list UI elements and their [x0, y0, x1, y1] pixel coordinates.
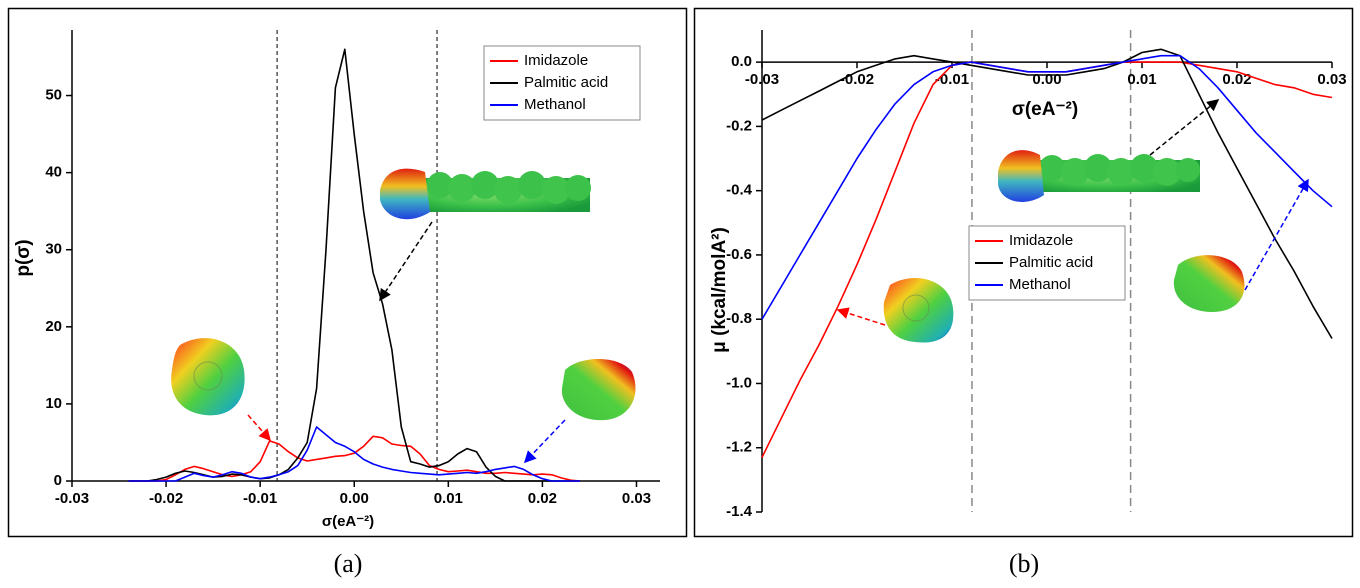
arrow — [1150, 100, 1218, 155]
x-tick-label: 0.02 — [1222, 71, 1251, 88]
arrow — [838, 310, 885, 325]
palmitic-acid-molecule — [998, 150, 1200, 202]
x-tick-label: -0.03 — [55, 490, 89, 507]
x-axis-label: σ(eA⁻²) — [1012, 99, 1078, 120]
palmitic-acid-molecule — [380, 169, 591, 220]
x-tick-label: -0.03 — [745, 71, 779, 88]
y-tick-label: -0.8 — [726, 310, 752, 327]
plots: 0 10 20 30 40 50 -0.03 -0.02 -0.01 0.00 0.01 0.02 0.… — [13, 30, 1347, 530]
imidazole-molecule — [884, 278, 954, 342]
y-tick-label: -0.4 — [726, 182, 753, 199]
y-tick-label: 50 — [45, 86, 62, 103]
x-tick-label: 0.00 — [340, 490, 369, 507]
x-tick-label: -0.02 — [149, 490, 183, 507]
x-tick-label: -0.01 — [243, 490, 277, 507]
x-tick-label: 0.03 — [1317, 71, 1346, 88]
x-tick-label: 0.03 — [622, 490, 651, 507]
legend: Imidazole Palmitic acid Methanol — [484, 46, 640, 120]
arrow — [380, 222, 432, 300]
caption: (a) — [334, 549, 363, 578]
legend-label: Methanol — [1009, 276, 1071, 293]
legend: Imidazole Palmitic acid Methanol — [969, 226, 1125, 300]
y-axis-label: p(σ) — [13, 239, 34, 276]
methanol-molecule — [562, 359, 636, 420]
x-tick-label: -0.01 — [935, 71, 969, 88]
y-tick-label: -0.2 — [726, 117, 752, 134]
x-tick-label: 0.01 — [1127, 71, 1156, 88]
y-tick-label: 10 — [45, 395, 62, 412]
y-tick-label: 30 — [45, 241, 62, 258]
y-tick-label: -1.2 — [726, 439, 752, 456]
legend-label: Imidazole — [1009, 232, 1073, 249]
x-tick-label: 0.00 — [1032, 71, 1061, 88]
x-tick-label: 0.01 — [434, 490, 463, 507]
legend-label: Palmitic acid — [1009, 254, 1093, 271]
annotation-arrows — [248, 100, 1308, 462]
figure: 0 10 20 30 40 50 -0.03 -0.02 -0.01 0.00 0.01 0.02 0.… — [0, 0, 1360, 588]
arrow — [1245, 180, 1308, 290]
y-tick-label: 0.0 — [731, 53, 752, 70]
y-tick-label: 40 — [45, 164, 62, 181]
x-tick-label: -0.02 — [840, 71, 874, 88]
y-tick-label: -0.6 — [726, 246, 752, 263]
caption: (b) — [1009, 549, 1039, 578]
arrow — [525, 420, 565, 462]
arrow — [248, 415, 270, 440]
y-tick-label: 20 — [45, 318, 62, 335]
x-tick-label: 0.02 — [528, 490, 557, 507]
y-axis-label: μ (kcal/molA²) — [709, 227, 730, 353]
legend-label: Imidazole — [524, 52, 588, 69]
x-axis-label: σ(eA⁻²) — [322, 513, 374, 530]
y-tick-label: 0 — [54, 472, 62, 489]
methanol-molecule — [1174, 255, 1245, 312]
y-tick-label: -1.0 — [726, 374, 752, 391]
legend-label: Palmitic acid — [524, 74, 608, 91]
y-tick-label: -1.4 — [726, 503, 753, 520]
legend-label: Methanol — [524, 96, 586, 113]
imidazole-molecule — [171, 338, 244, 415]
